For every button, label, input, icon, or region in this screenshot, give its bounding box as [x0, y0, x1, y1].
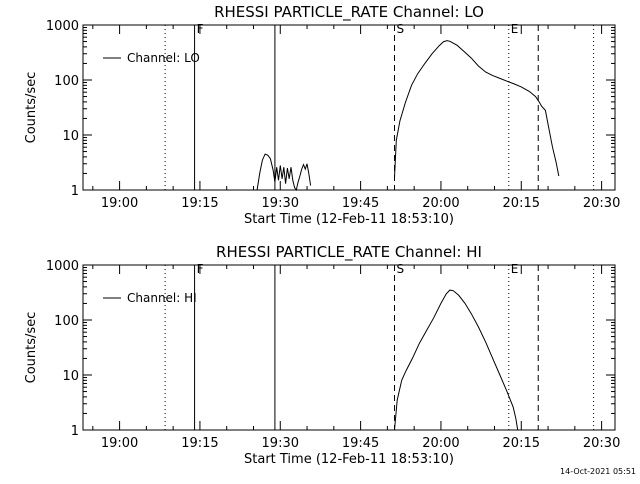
footer-timestamp: 14-Oct-2021 05:51 — [560, 467, 636, 476]
y-tick-label: 1000 — [46, 259, 79, 274]
event-marker-label: S — [397, 22, 405, 36]
chart-title: RHESSI PARTICLE_RATE Channel: LO — [214, 3, 484, 22]
x-tick-label: 20:15 — [503, 196, 540, 211]
event-marker-label: F — [197, 262, 204, 276]
chart-panel-lo: RHESSI PARTICLE_RATE Channel: LO 1 10 100 10… — [24, 3, 620, 227]
series-line — [394, 40, 560, 178]
x-tick-label: 19:15 — [181, 196, 218, 211]
y-tick-label: 100 — [54, 74, 79, 89]
x-tick-label: 19:30 — [262, 196, 299, 211]
event-marker-label: S — [397, 262, 405, 276]
y-tick-label: 1 — [71, 424, 79, 439]
legend-entry: Channel: LO — [127, 51, 200, 65]
x-tick-label: 20:15 — [503, 436, 540, 451]
chart-title: RHESSI PARTICLE_RATE Channel: HI — [216, 243, 482, 262]
y-axis-label: Counts/sec — [24, 312, 39, 384]
y-tick-label: 1 — [71, 184, 79, 199]
legend-entry: Channel: HI — [127, 291, 197, 305]
plot-frame — [82, 264, 616, 431]
y-tick-label: 10 — [62, 129, 79, 144]
x-tick-label: 20:00 — [422, 436, 459, 451]
x-tick-label: 20:30 — [583, 196, 620, 211]
x-tick-label: 19:45 — [342, 436, 379, 451]
y-axis-label: Counts/sec — [24, 72, 39, 144]
x-axis-label: Start Time (12-Feb-11 18:53:10) — [244, 452, 454, 467]
x-tick-label: 20:30 — [583, 436, 620, 451]
x-axis-label: Start Time (12-Feb-11 18:53:10) — [244, 212, 454, 227]
chart-panel-hi: RHESSI PARTICLE_RATE Channel: HI 1 10 100 10… — [24, 243, 620, 467]
y-tick-label: 10 — [62, 369, 79, 384]
x-tick-label: 19:15 — [181, 436, 218, 451]
x-tick-label: 20:00 — [422, 196, 459, 211]
event-marker-label: E — [511, 262, 519, 276]
series-line — [256, 153, 312, 192]
plot-frame — [82, 24, 616, 191]
x-tick-label: 19:30 — [262, 436, 299, 451]
x-tick-label: 19:00 — [101, 196, 138, 211]
y-tick-label: 1000 — [46, 19, 79, 34]
event-marker-label: F — [197, 22, 204, 36]
x-tick-label: 19:00 — [101, 436, 138, 451]
series-line — [394, 289, 519, 431]
event-marker-label: E — [511, 22, 519, 36]
y-tick-label: 100 — [54, 314, 79, 329]
x-tick-label: 19:45 — [342, 196, 379, 211]
